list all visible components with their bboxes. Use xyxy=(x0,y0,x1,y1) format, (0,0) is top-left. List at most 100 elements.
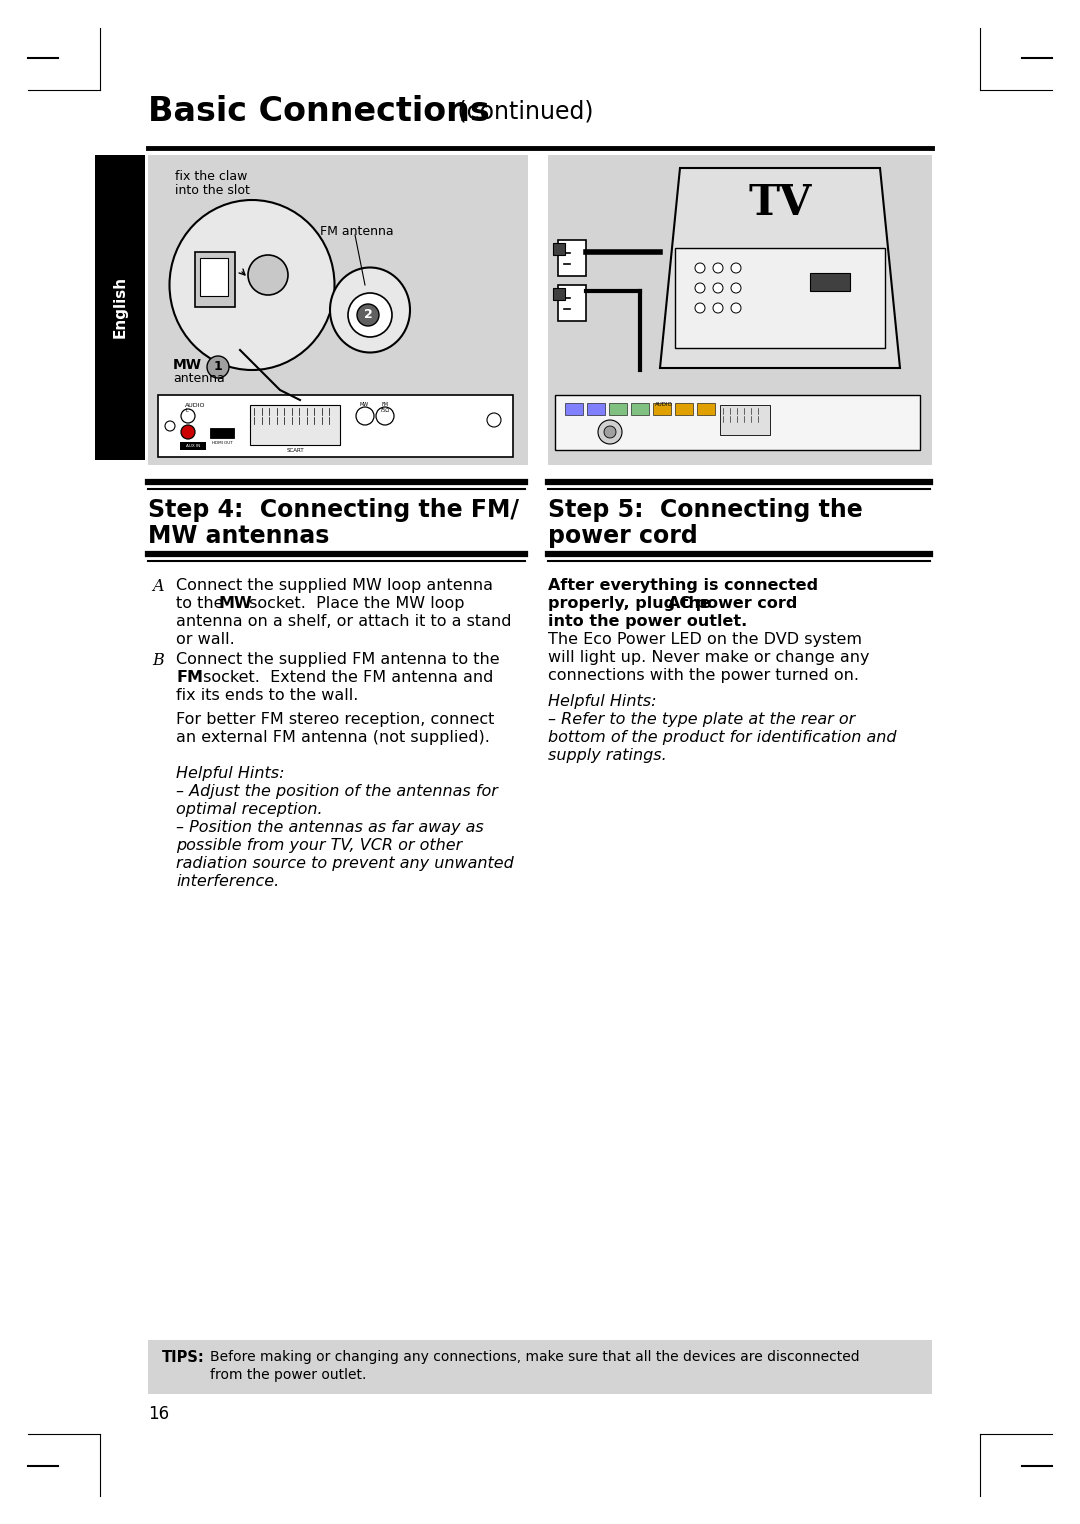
Text: MW: MW xyxy=(360,402,368,407)
Polygon shape xyxy=(660,168,900,367)
Circle shape xyxy=(696,303,705,312)
Bar xyxy=(720,405,770,434)
Circle shape xyxy=(696,264,705,273)
Bar xyxy=(548,155,932,465)
Text: or wall.: or wall. xyxy=(176,632,234,648)
Bar xyxy=(558,285,586,322)
Circle shape xyxy=(713,264,723,273)
Circle shape xyxy=(598,421,622,443)
Circle shape xyxy=(181,408,195,424)
Text: fix the claw: fix the claw xyxy=(175,171,247,183)
Text: – Refer to the type plate at the rear or: – Refer to the type plate at the rear or xyxy=(548,712,855,727)
Bar xyxy=(210,428,234,437)
Circle shape xyxy=(181,425,195,439)
Text: FM antenna: FM antenna xyxy=(320,226,393,238)
Text: socket.  Place the MW loop: socket. Place the MW loop xyxy=(244,596,464,611)
Text: FM
75Ω: FM 75Ω xyxy=(380,402,390,413)
Text: A: A xyxy=(152,578,163,594)
Text: supply ratings.: supply ratings. xyxy=(548,748,666,764)
Text: Basic Connections: Basic Connections xyxy=(148,94,489,128)
Bar xyxy=(675,402,693,415)
Text: radiation source to prevent any unwanted: radiation source to prevent any unwanted xyxy=(176,856,514,872)
Circle shape xyxy=(487,413,501,427)
Text: optimal reception.: optimal reception. xyxy=(176,802,323,817)
Bar xyxy=(697,402,715,415)
Text: B: B xyxy=(152,652,164,669)
Bar xyxy=(553,242,565,255)
Text: from the power outlet.: from the power outlet. xyxy=(210,1369,366,1382)
Bar xyxy=(158,395,513,457)
Text: TIPS:: TIPS: xyxy=(162,1350,205,1366)
Circle shape xyxy=(696,283,705,293)
Text: into the slot: into the slot xyxy=(175,184,249,197)
Bar xyxy=(565,402,583,415)
Circle shape xyxy=(362,306,378,323)
Circle shape xyxy=(731,283,741,293)
Circle shape xyxy=(207,357,229,378)
Text: 2: 2 xyxy=(364,308,373,322)
Text: MW: MW xyxy=(173,358,202,372)
Text: Step 5:  Connecting the: Step 5: Connecting the xyxy=(548,498,863,523)
Ellipse shape xyxy=(330,268,410,352)
Text: Connect the supplied FM antenna to the: Connect the supplied FM antenna to the xyxy=(176,652,500,668)
Bar xyxy=(148,1340,932,1394)
Circle shape xyxy=(713,283,723,293)
Text: – Position the antennas as far away as: – Position the antennas as far away as xyxy=(176,820,484,835)
Ellipse shape xyxy=(170,200,335,370)
Text: SCART: SCART xyxy=(286,448,303,453)
Text: 16: 16 xyxy=(148,1405,170,1423)
Text: socket.  Extend the FM antenna and: socket. Extend the FM antenna and xyxy=(198,671,494,684)
Bar xyxy=(558,239,586,276)
Text: FM: FM xyxy=(176,671,203,684)
Text: Before making or changing any connections, make sure that all the devices are di: Before making or changing any connection… xyxy=(210,1350,860,1364)
Text: to the: to the xyxy=(176,596,229,611)
Circle shape xyxy=(348,293,392,337)
Text: AUX IN: AUX IN xyxy=(186,443,200,448)
Text: into the power outlet.: into the power outlet. xyxy=(548,614,747,629)
Text: MW: MW xyxy=(218,596,252,611)
Text: possible from your TV, VCR or other: possible from your TV, VCR or other xyxy=(176,838,462,853)
Text: After everything is connected: After everything is connected xyxy=(548,578,819,593)
Text: AUDIO: AUDIO xyxy=(185,402,205,408)
Text: will light up. Never make or change any: will light up. Never make or change any xyxy=(548,651,869,664)
Text: Step 4:  Connecting the FM/: Step 4: Connecting the FM/ xyxy=(148,498,519,523)
Bar xyxy=(653,402,671,415)
Text: Helpful Hints:: Helpful Hints: xyxy=(548,693,657,709)
Bar xyxy=(588,402,605,415)
Text: an external FM antenna (not supplied).: an external FM antenna (not supplied). xyxy=(176,730,490,745)
Circle shape xyxy=(356,407,374,425)
Text: HDMI OUT: HDMI OUT xyxy=(212,440,232,445)
Text: connections with the power turned on.: connections with the power turned on. xyxy=(548,668,859,683)
Text: English: English xyxy=(112,276,127,338)
Bar xyxy=(148,155,528,465)
Bar xyxy=(631,402,649,415)
Text: Helpful Hints:: Helpful Hints: xyxy=(176,767,284,780)
Text: interference.: interference. xyxy=(176,873,280,888)
Text: power cord: power cord xyxy=(690,596,797,611)
Text: For better FM stereo reception, connect: For better FM stereo reception, connect xyxy=(176,712,495,727)
Text: 1: 1 xyxy=(214,361,222,373)
Bar xyxy=(200,258,228,296)
Text: AUDIO: AUDIO xyxy=(654,402,673,407)
Text: AC: AC xyxy=(669,596,692,611)
Text: (continued): (continued) xyxy=(450,99,594,123)
Text: – Adjust the position of the antennas for: – Adjust the position of the antennas fo… xyxy=(176,783,498,799)
Bar xyxy=(555,395,920,450)
Circle shape xyxy=(713,303,723,312)
Circle shape xyxy=(376,407,394,425)
Text: Connect the supplied MW loop antenna: Connect the supplied MW loop antenna xyxy=(176,578,492,593)
Circle shape xyxy=(604,427,616,437)
Circle shape xyxy=(731,303,741,312)
Circle shape xyxy=(731,264,741,273)
Text: fix its ends to the wall.: fix its ends to the wall. xyxy=(176,687,359,703)
Bar xyxy=(95,155,145,460)
Bar xyxy=(810,273,850,291)
Bar xyxy=(675,248,885,347)
Text: antenna: antenna xyxy=(173,372,225,386)
Bar xyxy=(180,442,206,450)
Text: MW antennas: MW antennas xyxy=(148,524,329,549)
Circle shape xyxy=(165,421,175,431)
Text: The Eco Power LED on the DVD system: The Eco Power LED on the DVD system xyxy=(548,632,862,648)
Text: antenna on a shelf, or attach it to a stand: antenna on a shelf, or attach it to a st… xyxy=(176,614,512,629)
Bar xyxy=(195,251,235,306)
